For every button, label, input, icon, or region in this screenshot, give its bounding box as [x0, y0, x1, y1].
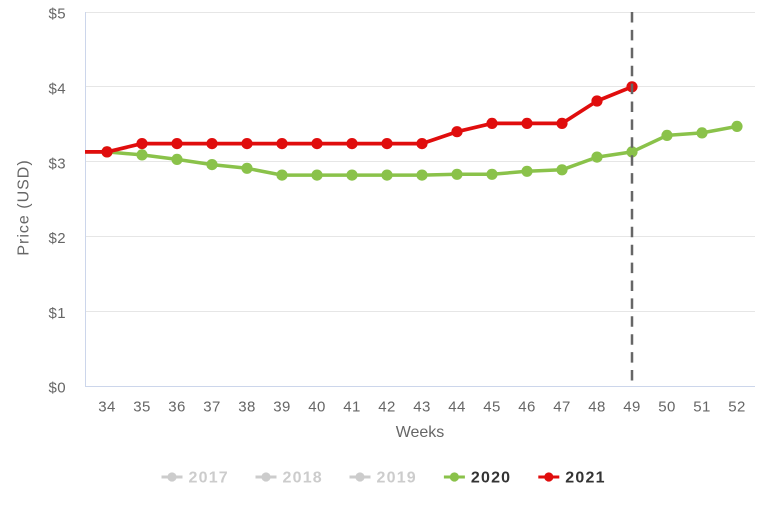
svg-text:41: 41 [343, 399, 361, 416]
svg-text:43: 43 [413, 399, 431, 416]
svg-text:38: 38 [238, 399, 256, 416]
svg-text:37: 37 [203, 399, 221, 416]
svg-text:46: 46 [518, 399, 536, 416]
svg-text:$1: $1 [49, 305, 67, 322]
svg-text:51: 51 [693, 399, 711, 416]
svg-text:48: 48 [588, 399, 606, 416]
svg-text:2018: 2018 [283, 470, 323, 487]
svg-text:44: 44 [448, 399, 466, 416]
svg-text:42: 42 [378, 399, 396, 416]
svg-text:Price (USD): Price (USD) [15, 159, 32, 255]
svg-text:47: 47 [553, 399, 571, 416]
svg-text:$3: $3 [49, 155, 67, 172]
svg-text:$2: $2 [49, 230, 67, 247]
svg-text:2019: 2019 [377, 470, 417, 487]
svg-text:Weeks: Weeks [396, 424, 445, 441]
svg-text:39: 39 [273, 399, 291, 416]
svg-text:$4: $4 [49, 81, 67, 98]
svg-text:52: 52 [728, 399, 746, 416]
svg-text:45: 45 [483, 399, 501, 416]
svg-text:$5: $5 [49, 6, 67, 23]
svg-text:36: 36 [168, 399, 186, 416]
svg-text:40: 40 [308, 399, 326, 416]
svg-text:50: 50 [658, 399, 676, 416]
svg-text:35: 35 [133, 399, 151, 416]
svg-text:2021: 2021 [565, 470, 605, 487]
svg-text:49: 49 [623, 399, 641, 416]
svg-text:2017: 2017 [189, 470, 229, 487]
svg-text:2020: 2020 [471, 470, 511, 487]
svg-text:34: 34 [98, 399, 116, 416]
svg-text:$0: $0 [49, 380, 67, 397]
